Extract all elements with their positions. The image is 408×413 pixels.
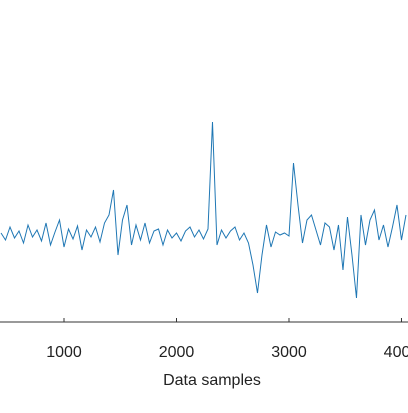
x-tick-label: 2000 bbox=[159, 344, 195, 361]
signal-line bbox=[0, 121, 407, 299]
x-tick-label: 4000 bbox=[384, 344, 408, 361]
x-tick-label: 1000 bbox=[46, 344, 82, 361]
x-tick-label: 3000 bbox=[271, 344, 307, 361]
x-axis-label: Data samples bbox=[163, 372, 261, 389]
